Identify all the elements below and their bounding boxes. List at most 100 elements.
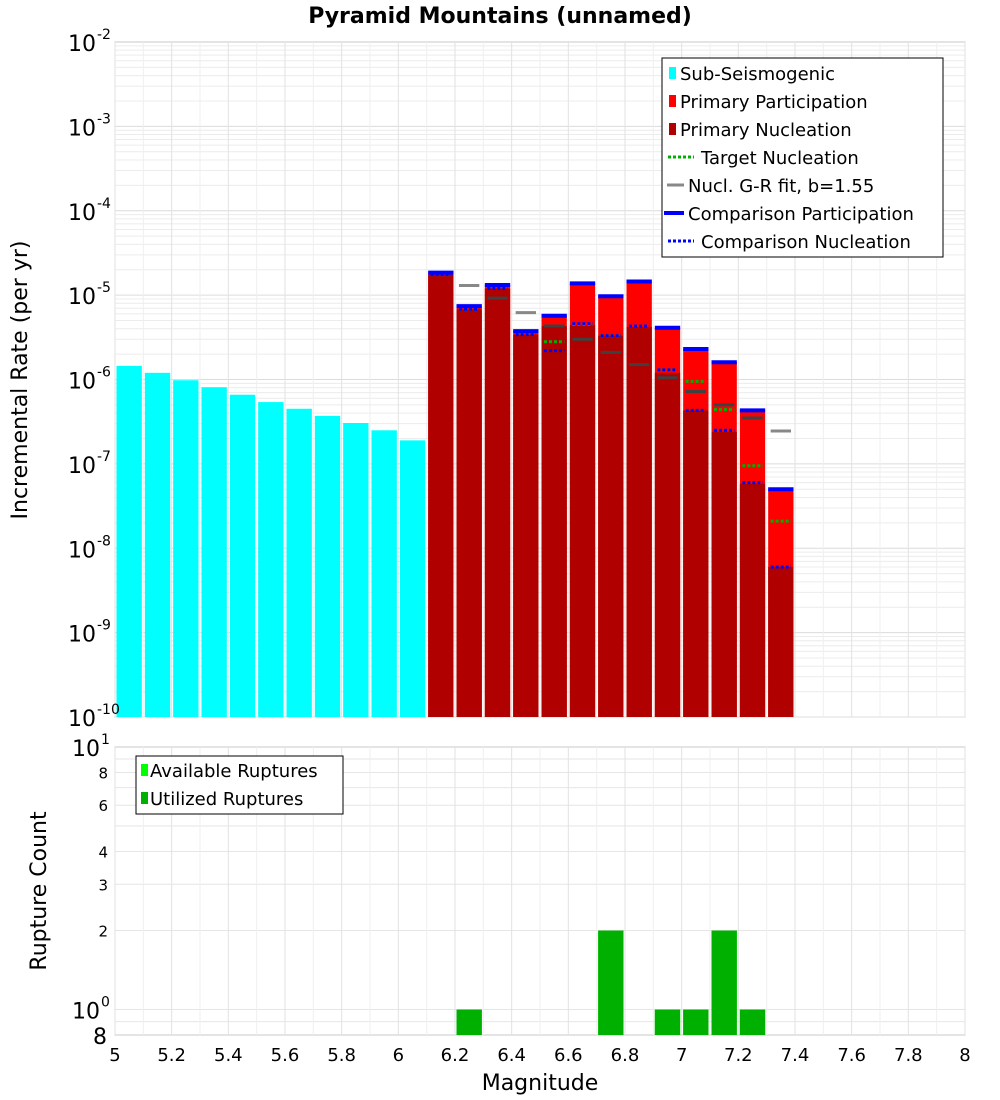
x-tick-label: 6.8: [611, 1045, 640, 1066]
utilized-ruptures-bar: [683, 1009, 709, 1035]
legend-swatch-available: [141, 764, 148, 776]
top-lines: [428, 270, 794, 569]
legend-label-utilized: Utilized Ruptures: [150, 789, 303, 810]
x-tick-label: 7.6: [837, 1045, 866, 1066]
x-tick-label: 8: [959, 1045, 970, 1066]
x-axis-label: Magnitude: [482, 1071, 599, 1096]
bottom-y-axis-label: Rupture Count: [27, 811, 52, 971]
primary-nucleation-bar: [541, 326, 567, 717]
primary-nucleation-bar: [711, 431, 737, 717]
sub-seismogenic-bar: [399, 440, 426, 717]
top-y-axis-label: Incremental Rate (per yr): [8, 241, 33, 520]
sub-seismogenic-bar: [116, 365, 142, 717]
top-y-tick-exponent: -7: [97, 449, 111, 465]
sub-seismogenic-bar: [343, 423, 369, 717]
utilized-ruptures-bar: [654, 1009, 681, 1035]
top-y-tick-exponent: -3: [97, 111, 111, 127]
bottom-y-decade-label: 10: [72, 737, 100, 762]
sub-seismogenic-bar: [286, 408, 312, 717]
x-tick-label: 5.4: [214, 1045, 243, 1066]
primary-nucleation-bar: [428, 274, 454, 717]
top-y-tick-label: 10: [68, 116, 96, 141]
top-y-tick-label: 10: [68, 707, 96, 732]
legend-label-comparison-participation: Comparison Participation: [688, 204, 914, 225]
bottom-y-decade-exponent: 0: [101, 995, 110, 1011]
top-legend-box: [661, 57, 944, 258]
utilized-ruptures-bar: [711, 930, 737, 1035]
x-tick-label: 5.2: [157, 1045, 186, 1066]
x-tick-label: 6.2: [441, 1045, 470, 1066]
top-y-tick-exponent: -6: [97, 365, 111, 381]
top-y-tick-exponent: -5: [97, 280, 111, 296]
legend-label-target-nucleation: Target Nucleation: [700, 148, 859, 169]
utilized-ruptures-bar: [739, 1009, 766, 1035]
top-y-tick-exponent: -10: [97, 702, 120, 718]
bottom-bars: [456, 930, 766, 1035]
bottom-y-tick-label: 4: [98, 843, 108, 861]
top-y-tick-label: 10: [68, 285, 96, 310]
x-tick-label: 6.4: [497, 1045, 526, 1066]
legend-label-sub-seismogenic: Sub-Seismogenic: [680, 64, 835, 85]
sub-seismogenic-bar: [229, 394, 256, 717]
bottom-y-tick-label: 8: [98, 764, 108, 782]
x-tick-label: 5.8: [327, 1045, 356, 1066]
x-tick-label: 7.8: [894, 1045, 923, 1066]
top-y-tick-label: 10: [68, 538, 96, 563]
primary-nucleation-bar: [598, 335, 624, 717]
sub-seismogenic-bar: [258, 402, 284, 717]
legend-label-primary-nucleation: Primary Nucleation: [680, 120, 852, 141]
primary-nucleation-bar: [768, 566, 794, 717]
primary-nucleation-bar: [739, 483, 766, 717]
sub-seismogenic-bar: [173, 380, 199, 717]
top-y-tick-label: 10: [68, 370, 96, 395]
legend-label-primary-participation: Primary Participation: [680, 92, 868, 113]
top-y-tick-label: 10: [68, 32, 96, 57]
top-y-tick-exponent: -9: [97, 618, 111, 634]
x-tick-label: 7.4: [781, 1045, 810, 1066]
legend-label-available: Available Ruptures: [150, 761, 318, 782]
x-tick-label: 6: [393, 1045, 404, 1066]
utilized-ruptures-bar: [598, 930, 624, 1035]
primary-nucleation-bar: [484, 288, 511, 717]
top-y-tick-label: 10: [68, 454, 96, 479]
x-tick-label: 7.2: [724, 1045, 753, 1066]
primary-nucleation-bar: [456, 309, 482, 717]
bottom-y-tick-label: 3: [98, 876, 108, 894]
bottom-legend-box: [135, 755, 344, 815]
x-tick-label: 5: [109, 1045, 120, 1066]
top-y-tick-exponent: -2: [97, 27, 111, 43]
x-tick-label: 5.6: [271, 1045, 300, 1066]
top-legend: Sub-Seismogenic Primary Participation Pr…: [661, 57, 944, 258]
top-y-tick-exponent: -4: [97, 196, 111, 212]
legend-swatch-primary-participation: [669, 95, 676, 107]
legend-label-comparison-nucleation: Comparison Nucleation: [701, 232, 911, 253]
legend-swatch-utilized: [141, 792, 148, 804]
bottom-legend: Available Ruptures Utilized Ruptures: [135, 755, 344, 815]
primary-nucleation-bar: [569, 325, 596, 717]
utilized-ruptures-bar: [456, 1009, 482, 1035]
legend-swatch-primary-nucleation: [669, 123, 676, 135]
top-bars: [116, 272, 794, 717]
primary-nucleation-bar: [626, 326, 652, 717]
bottom-y-min-label: 8: [93, 1025, 107, 1050]
legend-swatch-sub-seismogenic: [669, 67, 676, 79]
chart-title: Pyramid Mountains (unnamed): [308, 4, 692, 29]
top-y-tick-label: 10: [68, 201, 96, 226]
bottom-y-tick-label: 2: [98, 923, 108, 941]
primary-nucleation-bar: [513, 334, 539, 717]
bottom-y-decade-exponent: 1: [101, 732, 110, 748]
bottom-y-decade-label: 10: [72, 1000, 100, 1025]
sub-seismogenic-bar: [144, 372, 171, 717]
top-y-tick-exponent: -8: [97, 533, 111, 549]
primary-nucleation-bar: [654, 372, 681, 717]
sub-seismogenic-bar: [314, 415, 341, 717]
primary-nucleation-bar: [683, 410, 709, 717]
x-tick-label: 7: [676, 1045, 687, 1066]
legend-label-gr-fit: Nucl. G-R fit, b=1.55: [688, 176, 874, 197]
x-tick-label: 6.6: [554, 1045, 583, 1066]
bottom-y-tick-label: 6: [98, 797, 108, 815]
sub-seismogenic-bar: [201, 387, 227, 717]
